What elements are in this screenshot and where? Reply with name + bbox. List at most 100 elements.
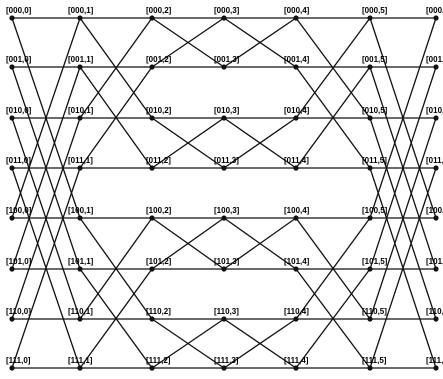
node-101-6 xyxy=(433,266,439,272)
node-111-1 xyxy=(77,365,83,371)
node-001-0 xyxy=(9,64,15,70)
node-label-111-5: [111,5] xyxy=(362,356,387,365)
node-000-2 xyxy=(149,15,155,21)
node-110-0 xyxy=(9,316,15,322)
node-label-010-6: [010,6] xyxy=(426,106,443,115)
edge-cross-001-to-000-s2 xyxy=(151,17,225,68)
node-label-101-1: [101,1] xyxy=(68,257,94,266)
node-111-0 xyxy=(9,365,15,371)
node-label-000-5: [000,5] xyxy=(362,6,388,15)
node-100-1 xyxy=(77,215,83,221)
edge-cross-100-to-000-s5 xyxy=(369,17,437,219)
node-label-100-3: [100,3] xyxy=(214,206,240,215)
node-label-010-2: [010,2] xyxy=(146,106,172,115)
node-label-010-0: [010,0] xyxy=(6,106,32,115)
node-label-110-4: [110,4] xyxy=(284,307,309,316)
node-label-101-6: [101,6] xyxy=(426,257,443,266)
node-label-111-0: [111,0] xyxy=(6,356,31,365)
node-label-011-4: [011,4] xyxy=(284,156,309,165)
node-label-000-1: [000,1] xyxy=(68,6,94,15)
node-label-001-4: [001,4] xyxy=(284,55,310,64)
node-011-3 xyxy=(221,165,227,171)
edge-cross-110-to-100-s1 xyxy=(79,217,153,320)
node-label-001-2: [001,2] xyxy=(146,55,172,64)
node-label-000-4: [000,4] xyxy=(284,6,310,15)
node-101-2 xyxy=(149,266,155,272)
node-label-010-1: [010,1] xyxy=(68,106,94,115)
node-label-011-3: [011,3] xyxy=(214,156,239,165)
node-101-4 xyxy=(293,266,299,272)
edge-cross-011-to-010-s3 xyxy=(223,117,297,169)
node-label-011-5: [011,5] xyxy=(362,156,387,165)
node-110-4 xyxy=(293,316,299,322)
node-110-2 xyxy=(149,316,155,322)
node-label-100-0: [100,0] xyxy=(6,206,32,215)
node-label-101-4: [101,4] xyxy=(284,257,310,266)
node-100-3 xyxy=(221,215,227,221)
node-010-4 xyxy=(293,115,299,121)
node-000-6 xyxy=(433,15,439,21)
node-label-100-5: [100,5] xyxy=(362,206,388,215)
node-label-100-2: [100,2] xyxy=(146,206,172,215)
node-100-0 xyxy=(9,215,15,221)
node-label-000-2: [000,2] xyxy=(146,6,172,15)
edge-cross-111-to-101-s1 xyxy=(79,268,153,369)
node-001-1 xyxy=(77,64,83,70)
node-111-3 xyxy=(221,365,227,371)
node-layer xyxy=(9,15,439,371)
node-111-5 xyxy=(367,365,373,371)
edge-cross-111-to-011-s5 xyxy=(369,167,437,369)
node-111-6 xyxy=(433,365,439,371)
node-100-5 xyxy=(367,215,373,221)
node-001-2 xyxy=(149,64,155,70)
node-label-011-1: [011,1] xyxy=(68,156,93,165)
node-label-001-1: [001,1] xyxy=(68,55,94,64)
node-label-001-0: [001,0] xyxy=(6,55,32,64)
edge-cross-010-to-000-s1 xyxy=(79,17,153,119)
node-011-0 xyxy=(9,165,15,171)
node-label-111-2: [111,2] xyxy=(146,356,171,365)
node-label-100-4: [100,4] xyxy=(284,206,310,215)
node-101-3 xyxy=(221,266,227,272)
node-010-3 xyxy=(221,115,227,121)
node-label-100-1: [100,1] xyxy=(68,206,94,215)
node-001-3 xyxy=(221,64,227,70)
edge-cross-111-to-101-s4 xyxy=(295,268,371,369)
node-label-110-5: [110,5] xyxy=(362,307,387,316)
edge-cross-101-to-100-s2 xyxy=(151,217,225,270)
node-label-000-6: [000,6] xyxy=(426,6,443,15)
node-label-000-3: [000,3] xyxy=(214,6,240,15)
node-011-5 xyxy=(367,165,373,171)
edge-cross-110-to-100-s4 xyxy=(295,217,371,320)
edge-cross-011-to-001-s1 xyxy=(79,66,153,169)
node-001-4 xyxy=(293,64,299,70)
node-label-110-6: [110,6] xyxy=(426,307,443,316)
node-label-110-2: [110,2] xyxy=(146,307,171,316)
edge-cross-111-to-011-s0 xyxy=(11,167,81,369)
node-label-000-0: [000,0] xyxy=(6,6,32,15)
node-label-111-4: [111,4] xyxy=(284,356,309,365)
node-label-001-5: [001,5] xyxy=(362,55,388,64)
node-101-1 xyxy=(77,266,83,272)
node-label-010-5: [010,5] xyxy=(362,106,388,115)
edge-cross-011-to-001-s4 xyxy=(295,66,371,169)
edge-cross-110-to-010-s0 xyxy=(11,117,81,320)
node-000-4 xyxy=(293,15,299,21)
edge-cross-111-to-110-s3 xyxy=(223,318,297,369)
node-label-111-6: [111,6] xyxy=(426,356,443,365)
node-label-101-0: [101,0] xyxy=(6,257,32,266)
node-label-111-1: [111,1] xyxy=(68,356,93,365)
node-label-111-3: [111,3] xyxy=(214,356,239,365)
node-100-6 xyxy=(433,215,439,221)
node-000-3 xyxy=(221,15,227,21)
node-label-010-3: [010,3] xyxy=(214,106,240,115)
edge-cross-101-to-001-s5 xyxy=(369,66,437,270)
node-label-110-3: [110,3] xyxy=(214,307,239,316)
node-100-2 xyxy=(149,215,155,221)
node-111-2 xyxy=(149,365,155,371)
node-label-100-6: [100,6] xyxy=(426,206,443,215)
node-100-4 xyxy=(293,215,299,221)
node-110-6 xyxy=(433,316,439,322)
node-101-5 xyxy=(367,266,373,272)
